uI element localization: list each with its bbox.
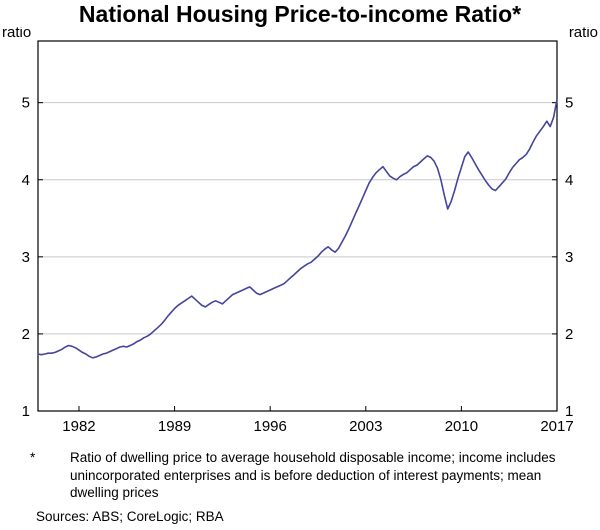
footnote-marker: * xyxy=(30,450,36,466)
y-tick-label-right: 3 xyxy=(565,249,573,266)
y-tick-label-left: 4 xyxy=(22,172,30,189)
x-tick-label: 2017 xyxy=(540,418,573,435)
y-tick-label-left: 1 xyxy=(22,403,30,420)
x-tick-label: 1982 xyxy=(62,418,95,435)
price-to-income-line xyxy=(37,99,558,359)
x-tick-label: 1996 xyxy=(253,418,286,435)
sources-line: Sources: ABS; CoreLogic; RBA xyxy=(36,508,224,524)
y-tick-label-left: 3 xyxy=(22,249,30,266)
y-tick-label-right: 1 xyxy=(565,403,573,420)
y-tick-label-left: 2 xyxy=(22,326,30,343)
footnote: * Ratio of dwelling price to average hou… xyxy=(0,444,600,502)
y-axis-unit-left: ratio xyxy=(2,27,31,41)
plot-frame xyxy=(37,40,558,412)
x-tick-label: 2003 xyxy=(349,418,382,435)
footnote-text: Ratio of dwelling price to average house… xyxy=(70,450,556,501)
y-tick-label-right: 2 xyxy=(565,326,573,343)
x-tick-label: 2010 xyxy=(445,418,478,435)
y-tick-label-right: 5 xyxy=(565,95,573,112)
y-tick-label-left: 5 xyxy=(22,95,30,112)
chart-title: National Housing Price-to-income Ratio* xyxy=(78,1,522,27)
chart-svg: 1 1 2 2 3 3 4 4 5 5 1982 1989 1996 2003 2010 2017 ratio r… xyxy=(2,27,598,435)
y-axis-unit-right: ratio xyxy=(569,27,598,41)
x-tick-label: 1989 xyxy=(158,418,191,435)
y-tick-label-right: 4 xyxy=(565,172,573,189)
